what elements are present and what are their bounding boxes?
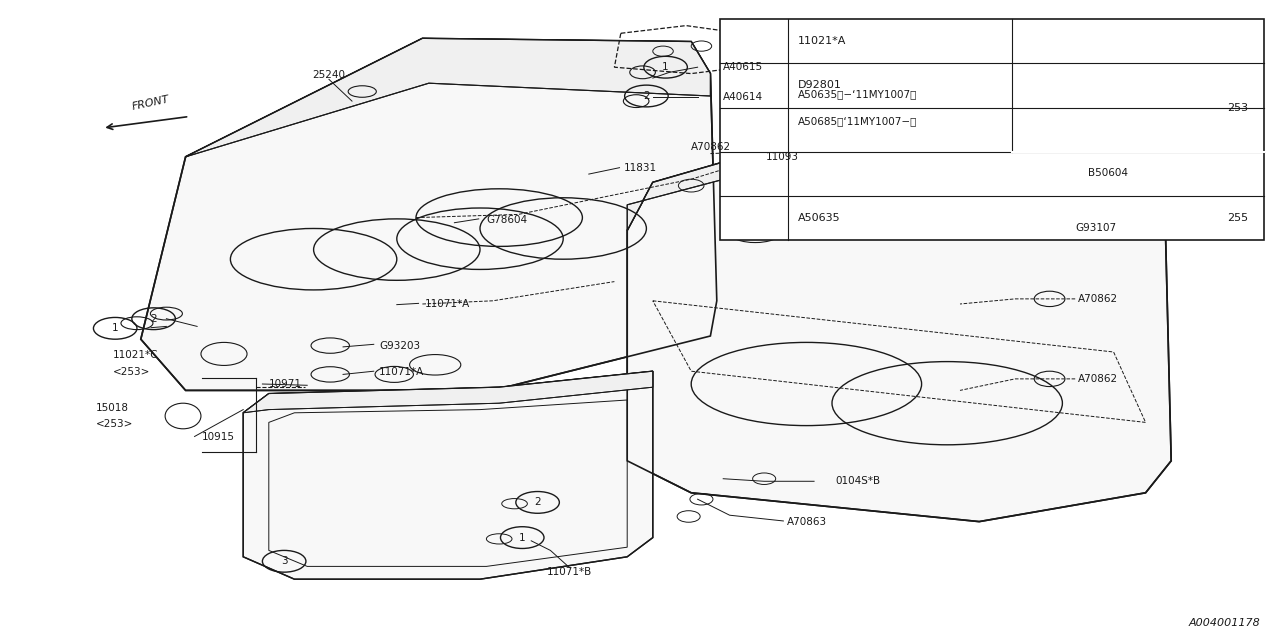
Text: A50635（−‘11MY1007）: A50635（−‘11MY1007） bbox=[799, 89, 918, 99]
Text: 253: 253 bbox=[1228, 102, 1249, 113]
Polygon shape bbox=[627, 134, 1171, 522]
Text: 2: 2 bbox=[750, 81, 758, 90]
Text: 0104S*B: 0104S*B bbox=[836, 476, 881, 486]
Text: 2: 2 bbox=[643, 91, 650, 101]
Text: 1: 1 bbox=[518, 532, 526, 543]
Text: 25240: 25240 bbox=[312, 70, 346, 80]
Text: 11071*A: 11071*A bbox=[379, 367, 424, 378]
Text: <253>: <253> bbox=[113, 367, 150, 378]
Text: <253>: <253> bbox=[96, 419, 133, 429]
Text: B50604: B50604 bbox=[1088, 168, 1128, 178]
Text: 11071*B: 11071*B bbox=[547, 566, 593, 577]
Text: A70863: A70863 bbox=[787, 516, 827, 527]
Text: 1: 1 bbox=[662, 62, 669, 72]
Text: A40615: A40615 bbox=[723, 62, 763, 72]
Text: 11831: 11831 bbox=[623, 163, 657, 173]
Text: A70862: A70862 bbox=[1078, 294, 1117, 304]
Text: A40614: A40614 bbox=[723, 92, 763, 102]
Text: G93203: G93203 bbox=[379, 340, 420, 351]
Text: A50685（‘11MY1007−）: A50685（‘11MY1007−） bbox=[799, 116, 918, 126]
Text: 11093: 11093 bbox=[765, 152, 799, 162]
Text: 10971: 10971 bbox=[269, 379, 302, 389]
Text: 2: 2 bbox=[534, 497, 541, 508]
Polygon shape bbox=[186, 38, 710, 157]
Text: D92801: D92801 bbox=[799, 81, 842, 90]
Text: 11021*C: 11021*C bbox=[113, 350, 159, 360]
Text: A70862: A70862 bbox=[691, 142, 731, 152]
Text: 2: 2 bbox=[150, 314, 157, 324]
Text: 11071*A: 11071*A bbox=[425, 299, 470, 309]
Text: 3: 3 bbox=[280, 556, 288, 566]
Text: A004001178: A004001178 bbox=[1189, 618, 1261, 628]
Text: 10915: 10915 bbox=[202, 432, 236, 442]
Text: 11021*A: 11021*A bbox=[799, 36, 846, 46]
Text: 1: 1 bbox=[750, 36, 758, 46]
Bar bbox=[719, 19, 1265, 240]
Text: 1: 1 bbox=[111, 323, 119, 333]
Text: 3: 3 bbox=[750, 102, 758, 113]
Text: G78604: G78604 bbox=[486, 214, 527, 225]
Text: 255: 255 bbox=[1228, 213, 1249, 223]
Polygon shape bbox=[243, 371, 653, 579]
Text: A50635: A50635 bbox=[799, 213, 841, 223]
Text: A70862: A70862 bbox=[1078, 374, 1117, 384]
Polygon shape bbox=[243, 371, 653, 413]
Text: 15018: 15018 bbox=[96, 403, 129, 413]
Text: FRONT: FRONT bbox=[132, 94, 170, 112]
Polygon shape bbox=[627, 134, 1165, 230]
Text: G93107: G93107 bbox=[1075, 223, 1116, 234]
Polygon shape bbox=[141, 38, 717, 390]
